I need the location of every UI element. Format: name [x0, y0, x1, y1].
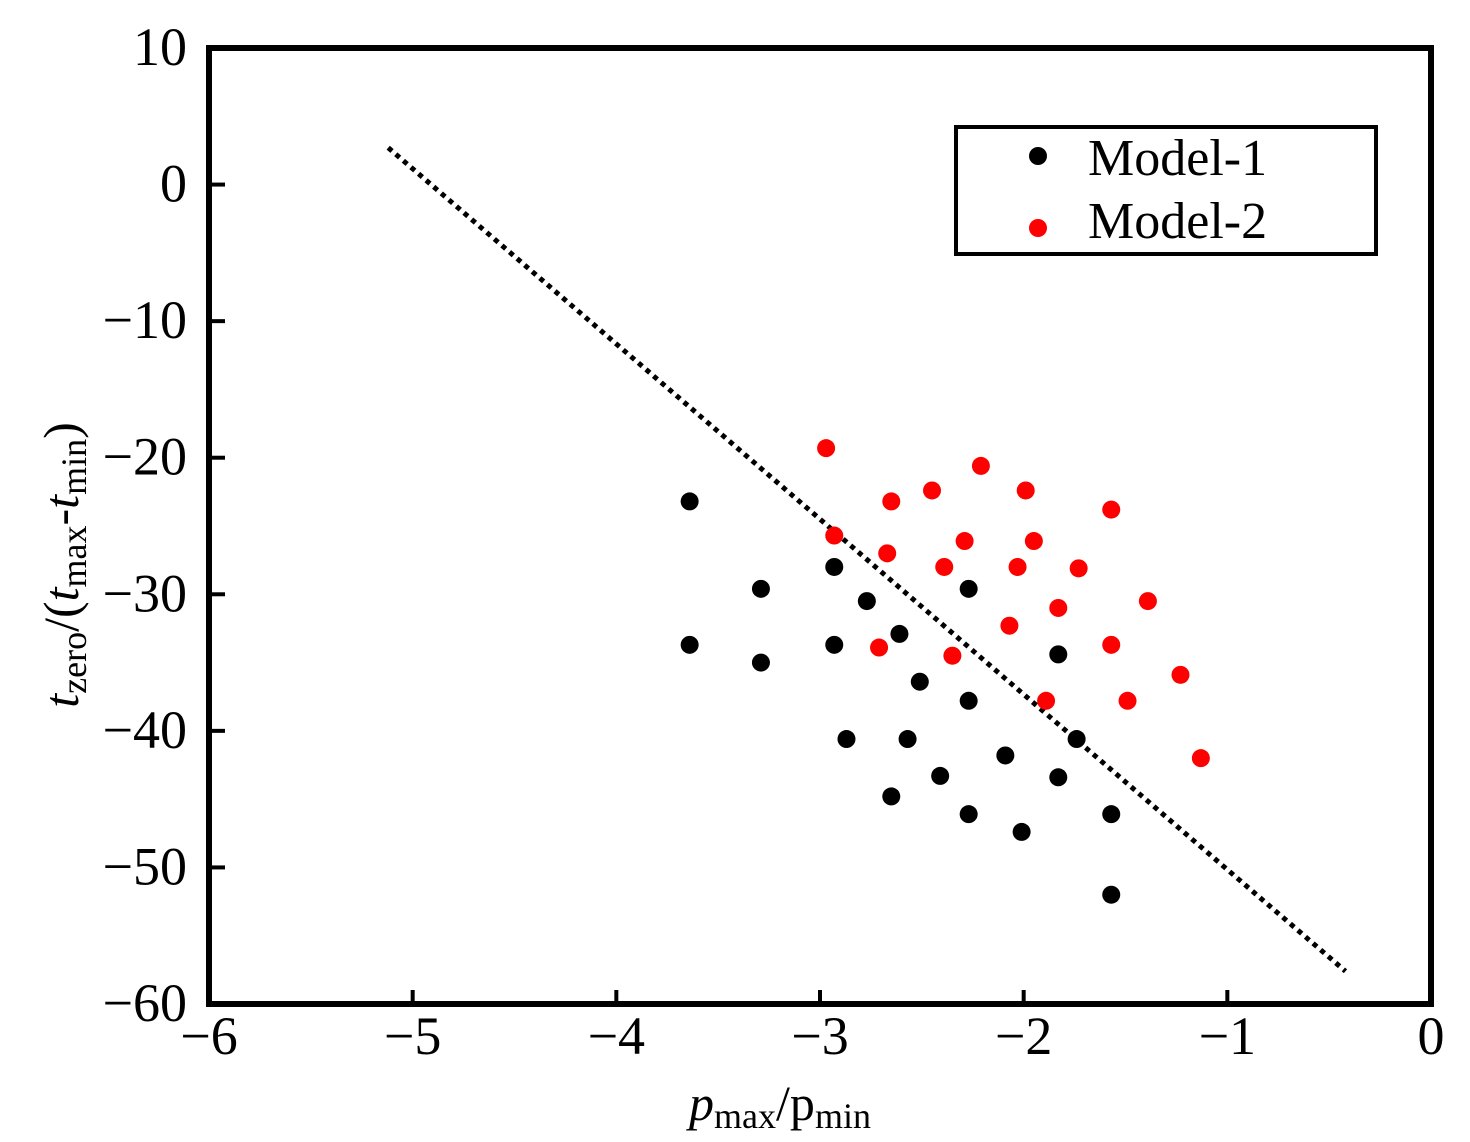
legend: Model-1 Model-2 [954, 125, 1378, 256]
data-point-model-2 [1191, 749, 1210, 768]
chart-marks [386, 145, 1348, 974]
data-point-model-1 [1049, 768, 1068, 787]
data-point-model-2 [971, 456, 990, 475]
data-point-model-1 [1067, 730, 1086, 749]
legend-marker-model-1 [1029, 147, 1047, 165]
data-point-model-2 [1016, 481, 1035, 500]
y-tick-label: 10 [133, 17, 187, 77]
data-point-model-1 [898, 730, 917, 749]
legend-label-model-2: Model-2 [1088, 193, 1267, 250]
data-point-model-1 [680, 492, 699, 511]
y-tick-label: −50 [103, 836, 187, 896]
data-point-model-2 [1138, 592, 1157, 611]
x-tick-label: −5 [384, 1006, 441, 1066]
data-point-model-1 [882, 787, 901, 806]
trend-line [386, 145, 1348, 974]
data-point-model-1 [1102, 885, 1121, 904]
data-point-model-1 [1102, 805, 1121, 824]
data-point-model-2 [870, 638, 889, 657]
data-point-model-1 [931, 766, 950, 785]
data-point-model-2 [1037, 691, 1056, 710]
y-tick-label: 0 [160, 154, 187, 214]
data-point-model-1 [825, 557, 844, 576]
x-tick-label: −6 [180, 1006, 237, 1066]
x-tick-label: −4 [588, 1006, 645, 1066]
data-point-model-2 [878, 544, 897, 563]
data-point-model-2 [923, 481, 942, 500]
legend-marker-model-2 [1029, 219, 1047, 237]
data-point-model-2 [943, 646, 962, 665]
x-tick-label: −2 [995, 1006, 1052, 1066]
legend-box [954, 125, 1378, 256]
y-tick-label: −30 [103, 563, 187, 623]
data-point-model-2 [1171, 665, 1190, 684]
data-point-model-2 [817, 439, 836, 458]
data-point-model-2 [1102, 635, 1121, 654]
data-point-model-1 [996, 746, 1015, 765]
data-point-model-2 [1118, 691, 1137, 710]
data-point-model-1 [890, 624, 909, 643]
data-point-model-2 [955, 532, 974, 551]
data-point-model-1 [959, 805, 978, 824]
y-tick-label: −60 [103, 973, 187, 1033]
data-point-model-2 [1102, 500, 1121, 519]
data-point-model-1 [751, 579, 770, 598]
y-tick-label: −40 [103, 700, 187, 760]
x-tick-label: −3 [791, 1006, 848, 1066]
data-point-model-1 [751, 653, 770, 672]
x-axis-title: pmax/pmin [686, 1075, 871, 1136]
data-point-model-2 [825, 526, 844, 545]
y-axis-title: tzero/(tmax-tmin) [33, 422, 94, 708]
data-point-model-2 [1008, 557, 1027, 576]
data-point-model-2 [1024, 532, 1043, 551]
data-point-model-2 [882, 492, 901, 511]
y-tick-label: −20 [103, 427, 187, 487]
data-point-model-1 [837, 730, 856, 749]
data-point-model-1 [1049, 645, 1068, 664]
data-point-model-1 [959, 579, 978, 598]
data-point-model-1 [825, 635, 844, 654]
data-point-model-1 [1012, 822, 1031, 841]
y-tick-label: −10 [103, 290, 187, 350]
x-tick-label: −1 [1199, 1006, 1256, 1066]
data-point-model-2 [1069, 559, 1088, 578]
data-point-model-1 [959, 691, 978, 710]
data-point-model-1 [857, 592, 876, 611]
data-point-model-2 [935, 557, 954, 576]
x-tick-label: 0 [1418, 1006, 1445, 1066]
data-point-model-1 [680, 635, 699, 654]
data-point-model-2 [1000, 616, 1019, 635]
legend-label-model-1: Model-1 [1088, 130, 1267, 187]
data-point-model-1 [910, 672, 929, 691]
data-point-model-2 [1049, 598, 1068, 617]
